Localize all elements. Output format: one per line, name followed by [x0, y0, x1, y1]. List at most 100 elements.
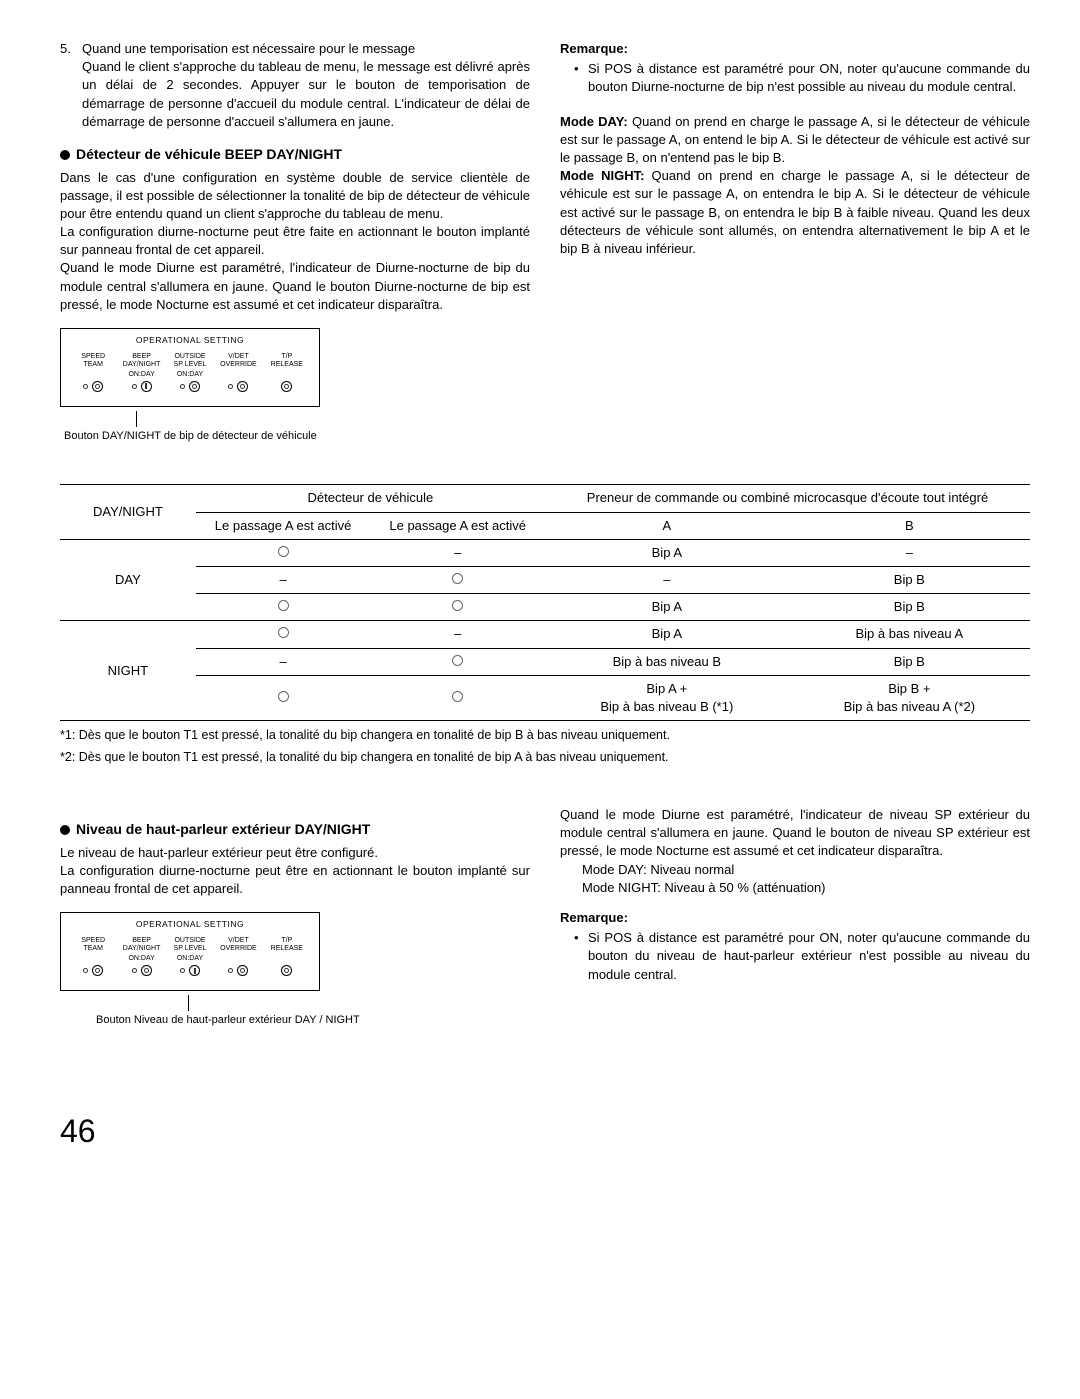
knob-icon: [281, 381, 292, 392]
knob-icon: [189, 381, 200, 392]
lbl: RELEASE: [271, 945, 303, 952]
item5-line1: Quand une temporisation est nécessaire p…: [82, 40, 530, 58]
cell: –: [196, 566, 371, 593]
led-icon: [180, 384, 185, 389]
lbl: ON:DAY: [166, 371, 214, 379]
circle-icon: [452, 691, 463, 702]
footnote-1: *1: Dès que le bouton T1 est pressé, la …: [60, 727, 1030, 745]
lbl: T/P: [281, 937, 292, 944]
beep-table: DAY/NIGHT Détecteur de véhicule Preneur …: [60, 484, 1030, 721]
lbl: SPEED: [81, 937, 105, 944]
cell: [370, 648, 545, 675]
cell: Bip A: [545, 539, 789, 566]
r2-md: Mode DAY: Niveau normal: [582, 861, 1030, 879]
cell: Bip à bas niveau A: [789, 621, 1030, 648]
panel1-caption: Bouton DAY/NIGHT de bip de détecteur de …: [64, 429, 530, 444]
cell: Bip B: [789, 648, 1030, 675]
knob-icon: [237, 965, 248, 976]
lbl: OVERRIDE: [220, 945, 257, 952]
lbl: SP LEVEL: [174, 945, 207, 952]
cell: Bip B + Bip à bas niveau A (*2): [789, 675, 1030, 720]
knob-icon: [141, 381, 152, 392]
remarque2-heading: Remarque:: [560, 909, 1030, 927]
bullet-icon: [60, 825, 70, 835]
circle-icon: [278, 627, 289, 638]
circle-icon: [278, 691, 289, 702]
led-icon: [132, 968, 137, 973]
led-icon: [228, 968, 233, 973]
heading-beep-dn: Détecteur de véhicule BEEP DAY/NIGHT: [60, 145, 530, 165]
th-b: B: [789, 512, 1030, 539]
led-icon: [83, 968, 88, 973]
sec3-p1: Le niveau de haut-parleur extérieur peut…: [60, 844, 530, 862]
lbl: SPEED: [81, 353, 105, 360]
lbl: OUTSIDE: [174, 937, 205, 944]
knob-icon: [281, 965, 292, 976]
circle-icon: [278, 546, 289, 557]
cell: [370, 675, 545, 720]
lbl: TEAM: [83, 945, 102, 952]
lbl: ON:DAY: [166, 955, 214, 963]
mode-day: Mode DAY: Quand on prend en charge le pa…: [560, 113, 1030, 168]
mode-day-text: Quand on prend en charge le passage A, s…: [560, 114, 1030, 165]
th-dn: DAY/NIGHT: [60, 485, 196, 539]
list-item-5: 5. Quand une temporisation est nécessair…: [60, 40, 530, 131]
th-a: A: [545, 512, 789, 539]
footnote-2: *2: Dès que le bouton T1 est pressé, la …: [60, 749, 1030, 767]
cell: –: [370, 621, 545, 648]
left-column-2: Niveau de haut-parleur extérieur DAY/NIG…: [60, 806, 530, 1029]
lbl: DAY/NIGHT: [123, 361, 161, 368]
cell: Bip A: [545, 594, 789, 621]
th-pb: Le passage A est activé: [370, 512, 545, 539]
left-column: 5. Quand une temporisation est nécessair…: [60, 40, 530, 444]
lbl: BEEP: [132, 937, 151, 944]
cell: –: [545, 566, 789, 593]
lbl: ON:DAY: [117, 371, 165, 379]
panel-title: OPERATIONAL SETTING: [69, 335, 311, 347]
lbl: RELEASE: [271, 361, 303, 368]
sec3-p2: La configuration diurne-nocturne peut êt…: [60, 862, 530, 898]
th-pre: Preneur de commande ou combiné microcasq…: [545, 485, 1030, 512]
cell-night: NIGHT: [60, 621, 196, 721]
knob-icon: [189, 965, 200, 976]
cell: [196, 594, 371, 621]
cell: Bip B: [789, 594, 1030, 621]
cell: [370, 594, 545, 621]
led-icon: [228, 384, 233, 389]
panel2-caption: Bouton Niveau de haut-parleur extérieur …: [96, 1013, 530, 1028]
mode-night: Mode NIGHT: Quand on prend en charge le …: [560, 167, 1030, 258]
cell: Bip B: [789, 566, 1030, 593]
cell: [196, 621, 371, 648]
lbl: BEEP: [132, 353, 151, 360]
r2-mn: Mode NIGHT: Niveau à 50 % (atténuation): [582, 879, 1030, 897]
knob-icon: [92, 381, 103, 392]
operational-setting-panel-2: OPERATIONAL SETTING SPEEDTEAM BEEPDAY/NI…: [60, 912, 320, 991]
lbl: T/P: [281, 353, 292, 360]
circle-icon: [452, 600, 463, 611]
lbl: TEAM: [83, 361, 102, 368]
bullet-mark: •: [574, 929, 588, 984]
heading-text: Niveau de haut-parleur extérieur DAY/NIG…: [76, 820, 370, 840]
cell: –: [789, 539, 1030, 566]
cell: [370, 566, 545, 593]
cell: [196, 675, 371, 720]
sec2-p3: Quand le mode Diurne est paramétré, l'in…: [60, 259, 530, 314]
bullet-mark: •: [574, 60, 588, 96]
sec2-p2: La configuration diurne-nocturne peut êt…: [60, 223, 530, 259]
cell: –: [196, 648, 371, 675]
cell: Bip à bas niveau B: [545, 648, 789, 675]
circle-icon: [452, 573, 463, 584]
led-icon: [132, 384, 137, 389]
led-icon: [180, 968, 185, 973]
led-icon: [83, 384, 88, 389]
remarque-heading: Remarque:: [560, 40, 1030, 58]
right-column: Remarque: • Si POS à distance est paramé…: [560, 40, 1030, 444]
lbl: SP LEVEL: [174, 361, 207, 368]
remarque2-text: Si POS à distance est paramétré pour ON,…: [588, 929, 1030, 984]
cell-day: DAY: [60, 539, 196, 621]
item5-body: Quand le client s'approche du tableau de…: [82, 58, 530, 131]
heading-text: Détecteur de véhicule BEEP DAY/NIGHT: [76, 145, 342, 165]
lbl: OUTSIDE: [174, 353, 205, 360]
mode-day-label: Mode DAY:: [560, 114, 628, 129]
cell: –: [370, 539, 545, 566]
